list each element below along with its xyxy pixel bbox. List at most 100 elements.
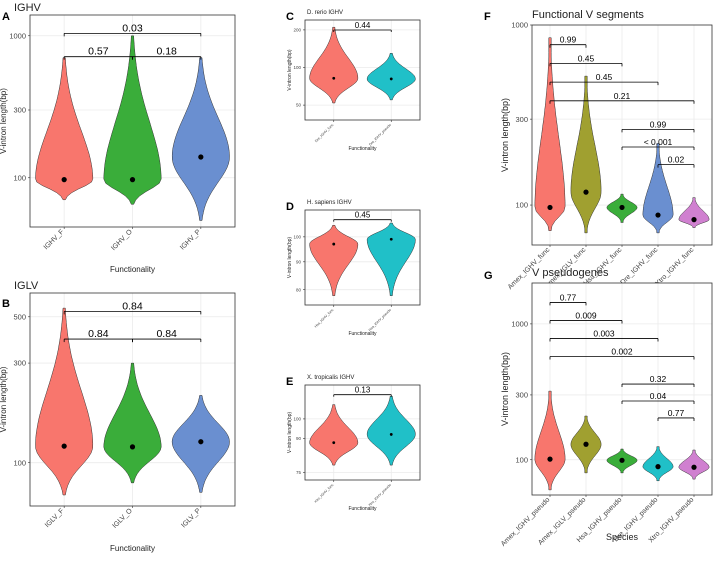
p-value-label: 0.02 — [668, 155, 685, 165]
violin-dre-ighv-func — [309, 26, 359, 104]
panel-letter: C — [286, 11, 294, 23]
panel-a: A IGHV IGHV_F IGHV_O IGHV_P 100 300 1000 0.57 0.1… — [0, 2, 236, 274]
violin-ighv-o — [103, 35, 162, 205]
plot-border — [304, 209, 421, 306]
panel-title: IGHV — [14, 2, 42, 14]
violin-dre-ighv-pseudo — [366, 53, 416, 101]
panel-title: D. rerio IGHV — [307, 10, 343, 16]
violin-ighv-p — [171, 57, 230, 221]
p-value-label: 0.32 — [650, 374, 667, 384]
category-label: IGHV_F — [43, 228, 66, 251]
p-value-label: 0.99 — [560, 35, 577, 45]
significance-bracket: 0.002 — [549, 346, 695, 360]
panel-title: H. sapiens IGHV — [307, 200, 352, 206]
violin-xtro-ighv-pseudo — [678, 449, 710, 480]
significance-bracket: 0.45 — [333, 211, 392, 222]
violin-xtro-ighv-func — [309, 404, 359, 466]
panel-d: D H. sapiens IGHV Hsa_IGHV_func Hsa_IGHV_ps… — [286, 200, 421, 337]
y-tick-label: 90 — [296, 259, 302, 264]
plot-border — [29, 292, 236, 507]
p-value-label: 0.21 — [614, 91, 631, 101]
mean-point — [389, 433, 393, 436]
p-value-label: 0.002 — [611, 346, 633, 356]
y-axis-label: V-intron length(bp) — [500, 98, 510, 172]
y-tick-label: 90 — [296, 436, 302, 441]
significance-bracket: 0.57 — [63, 46, 133, 60]
y-axis-label: V-intron length(bp) — [287, 49, 293, 90]
p-value-label: 0.84 — [122, 300, 143, 312]
panel-title: Functional V segments — [532, 9, 644, 21]
y-axis-label: V-intron length(bp) — [287, 237, 293, 278]
significance-bracket: 0.32 — [621, 374, 695, 388]
mean-point — [129, 177, 136, 183]
p-value-label: 0.45 — [596, 72, 613, 82]
mean-point — [655, 212, 661, 218]
mean-point — [129, 444, 136, 450]
violin-xtro-ighv-pseudo — [366, 395, 416, 466]
plot-border — [304, 384, 421, 481]
y-tick-label: 300 — [13, 359, 26, 368]
significance-bracket: 0.45 — [549, 72, 659, 86]
violin-hsa-ighv-pseudo — [366, 222, 416, 296]
mean-point — [547, 204, 553, 211]
y-tick-label: 300 — [515, 391, 528, 400]
p-value-label: 0.009 — [575, 310, 597, 320]
panel-letter: B — [2, 298, 10, 310]
p-value-label: 0.13 — [355, 386, 371, 395]
significance-bracket: 0.03 — [63, 22, 202, 37]
panel-title: X. tropicalis IGHV — [307, 375, 354, 381]
mean-point — [547, 456, 553, 462]
violin-iglv-o — [103, 362, 162, 484]
y-axis-label: V-intron length(bp) — [0, 88, 8, 154]
plot-border — [531, 282, 713, 496]
category-label: Hsa_IGHV_pseudo — [368, 308, 392, 332]
category-label: Xtro_IGHV_func — [314, 483, 335, 504]
x-axis-label: Species — [606, 532, 639, 542]
y-tick-label: 1000 — [511, 21, 528, 30]
p-value-label: < 0.001 — [644, 137, 673, 147]
mean-point — [332, 76, 336, 80]
significance-bracket: 0.02 — [657, 155, 695, 168]
mean-point — [655, 464, 661, 470]
category-label: IGLV_O — [111, 507, 134, 530]
y-tick-label: 300 — [515, 115, 528, 124]
x-axis-label: Functionality — [348, 506, 377, 512]
y-axis-label: V-intron length(bp) — [500, 352, 510, 426]
violin-hsa-ighv-func — [309, 225, 359, 296]
category-label: Dre_IGHV_func — [620, 246, 660, 286]
significance-bracket: 0.99 — [621, 119, 695, 133]
y-tick-label: 80 — [296, 287, 302, 292]
y-tick-label: 100 — [293, 416, 301, 421]
significance-bracket: 0.003 — [549, 328, 659, 342]
p-value-label: 0.44 — [355, 21, 371, 30]
panel-letter: G — [484, 270, 493, 282]
significance-bracket: 0.84 — [132, 328, 202, 343]
panel-title: V pseudogenes — [532, 267, 609, 279]
significance-bracket: 0.84 — [63, 300, 202, 315]
significance-bracket: 0.77 — [549, 292, 587, 306]
plot-border — [531, 24, 713, 246]
violin-xtro-ighv-func — [678, 197, 710, 228]
violin-amex-ighv-func — [534, 37, 566, 231]
mean-point — [332, 441, 336, 445]
y-tick-label: 1000 — [511, 320, 528, 329]
significance-bracket: 0.04 — [621, 391, 695, 404]
plot-border — [29, 14, 236, 228]
mean-point — [389, 237, 393, 241]
significance-bracket: 0.13 — [333, 386, 392, 397]
x-axis-label: Functionality — [348, 146, 377, 152]
y-tick-label: 100 — [293, 234, 301, 239]
x-axis-label: Functionality — [348, 331, 377, 337]
y-tick-label: 500 — [13, 312, 26, 321]
y-tick-label: 100 — [293, 65, 301, 70]
significance-bracket: 0.18 — [132, 46, 202, 60]
y-tick-label: 100 — [515, 201, 528, 210]
category-label: Dre_IGHV_pseudo — [368, 123, 392, 147]
significance-bracket: 0.44 — [333, 21, 392, 32]
mean-point — [332, 242, 336, 246]
y-tick-label: 50 — [296, 103, 302, 108]
mean-point — [691, 464, 697, 470]
plot-border — [304, 19, 421, 121]
